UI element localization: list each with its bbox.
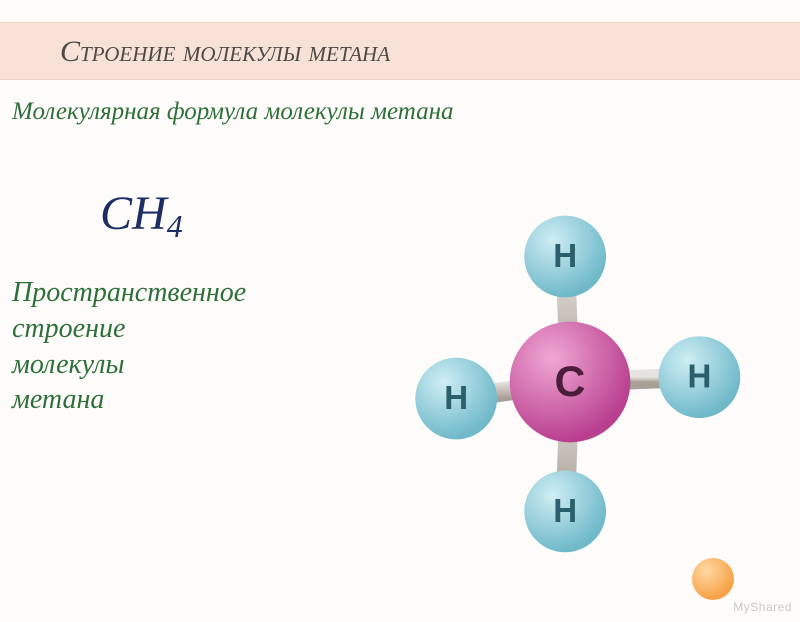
hydrogen-label: H bbox=[553, 493, 577, 530]
watermark: MyShared bbox=[733, 600, 792, 614]
title-band: Строение молекулы метана bbox=[0, 22, 800, 80]
hydrogen-label: H bbox=[553, 238, 577, 275]
hydrogen-label: H bbox=[444, 380, 468, 417]
accent-dot-icon bbox=[692, 558, 734, 600]
formula-main: CH bbox=[100, 187, 167, 240]
subtitle: Молекулярная формула молекулы метана bbox=[0, 80, 800, 126]
hydrogen-label: H bbox=[687, 359, 711, 396]
formula-subscript: 4 bbox=[167, 208, 183, 244]
carbon-label: C bbox=[555, 358, 586, 406]
page-title: Строение молекулы метана bbox=[60, 35, 390, 68]
molecule-diagram: C H H H H bbox=[390, 202, 750, 562]
